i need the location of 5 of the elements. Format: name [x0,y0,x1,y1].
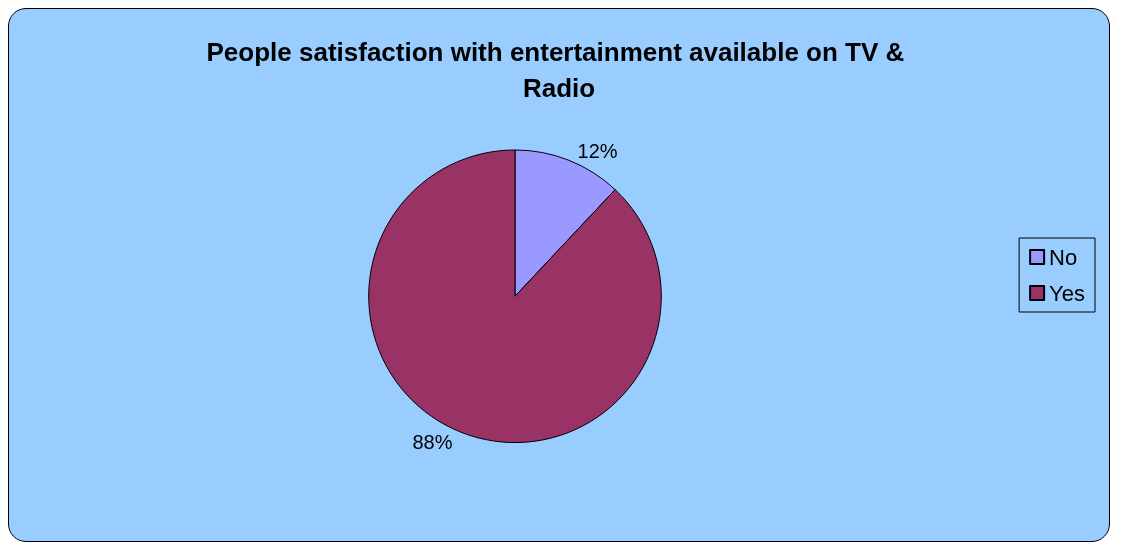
legend-label: No [1049,244,1078,270]
data-label: 88% [412,430,453,453]
data-label: 12% [577,139,618,162]
chart-title: People satisfaction with entertainment available on TV & Radio [206,37,912,103]
legend-label: Yes [1049,280,1085,306]
